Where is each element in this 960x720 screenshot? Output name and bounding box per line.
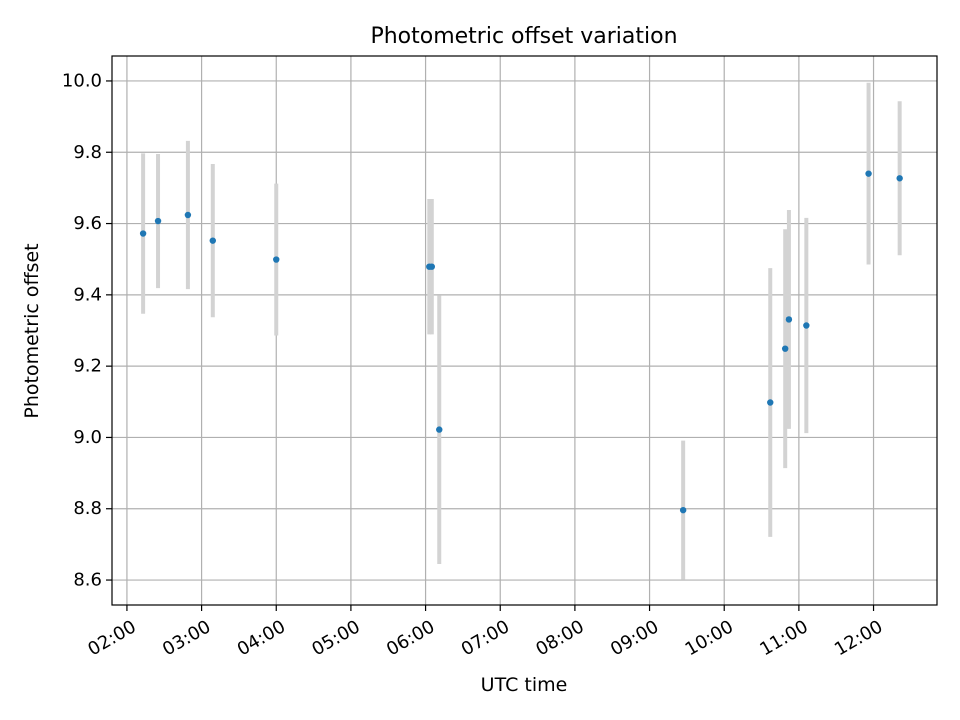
data-point: [436, 426, 443, 433]
data-point: [139, 230, 147, 237]
x-tick-label: 06:00: [383, 616, 438, 660]
data-point: [273, 256, 280, 263]
x-tick-label: 04:00: [234, 616, 289, 660]
data-point: [865, 170, 872, 177]
data-point: [781, 345, 789, 352]
x-tick-label: 03:00: [159, 616, 214, 660]
y-axis-ticks: 8.6 8.8 9.0 9.2 9.4 9.6 9.8 10.0: [62, 70, 112, 591]
chart-title: Photometric offset variation: [370, 24, 677, 49]
y-tick-label: 10.0: [62, 70, 102, 91]
data-points: [139, 170, 903, 514]
y-tick-label: 9.8: [73, 142, 102, 163]
data-point: [896, 175, 903, 182]
x-tick-label: 09:00: [607, 616, 662, 660]
y-tick-label: 9.2: [73, 356, 102, 377]
y-tick-label: 9.6: [73, 213, 102, 234]
data-point: [679, 506, 687, 514]
data-point: [785, 316, 793, 323]
x-tick-label: 02:00: [84, 616, 139, 660]
data-point: [184, 211, 192, 219]
error-bars: [141, 82, 902, 580]
x-tick-label: 08:00: [532, 616, 587, 660]
y-axis-label: Photometric offset: [21, 243, 43, 418]
x-tick-label: 07:00: [458, 616, 513, 660]
y-tick-label: 9.4: [73, 284, 102, 305]
y-tick-label: 8.6: [73, 570, 102, 591]
x-tick-label: 10:00: [682, 616, 737, 660]
x-axis-label: UTC time: [481, 674, 568, 696]
data-point: [803, 322, 810, 329]
data-point: [767, 399, 774, 406]
data-point: [154, 217, 162, 225]
grid-lines: [112, 56, 937, 605]
y-tick-label: 8.8: [73, 498, 102, 519]
plot-frame: [111, 55, 938, 606]
data-point: [209, 237, 216, 244]
data-point: [428, 263, 435, 270]
x-axis-ticks: 02:00 03:00 04:00 05:00 06:00 07:00 08:00 09:00…: [84, 605, 886, 660]
x-tick-label: 12:00: [831, 616, 886, 660]
x-tick-label: 11:00: [756, 616, 811, 660]
y-tick-label: 9.0: [73, 427, 102, 448]
x-tick-label: 05:00: [308, 616, 363, 660]
